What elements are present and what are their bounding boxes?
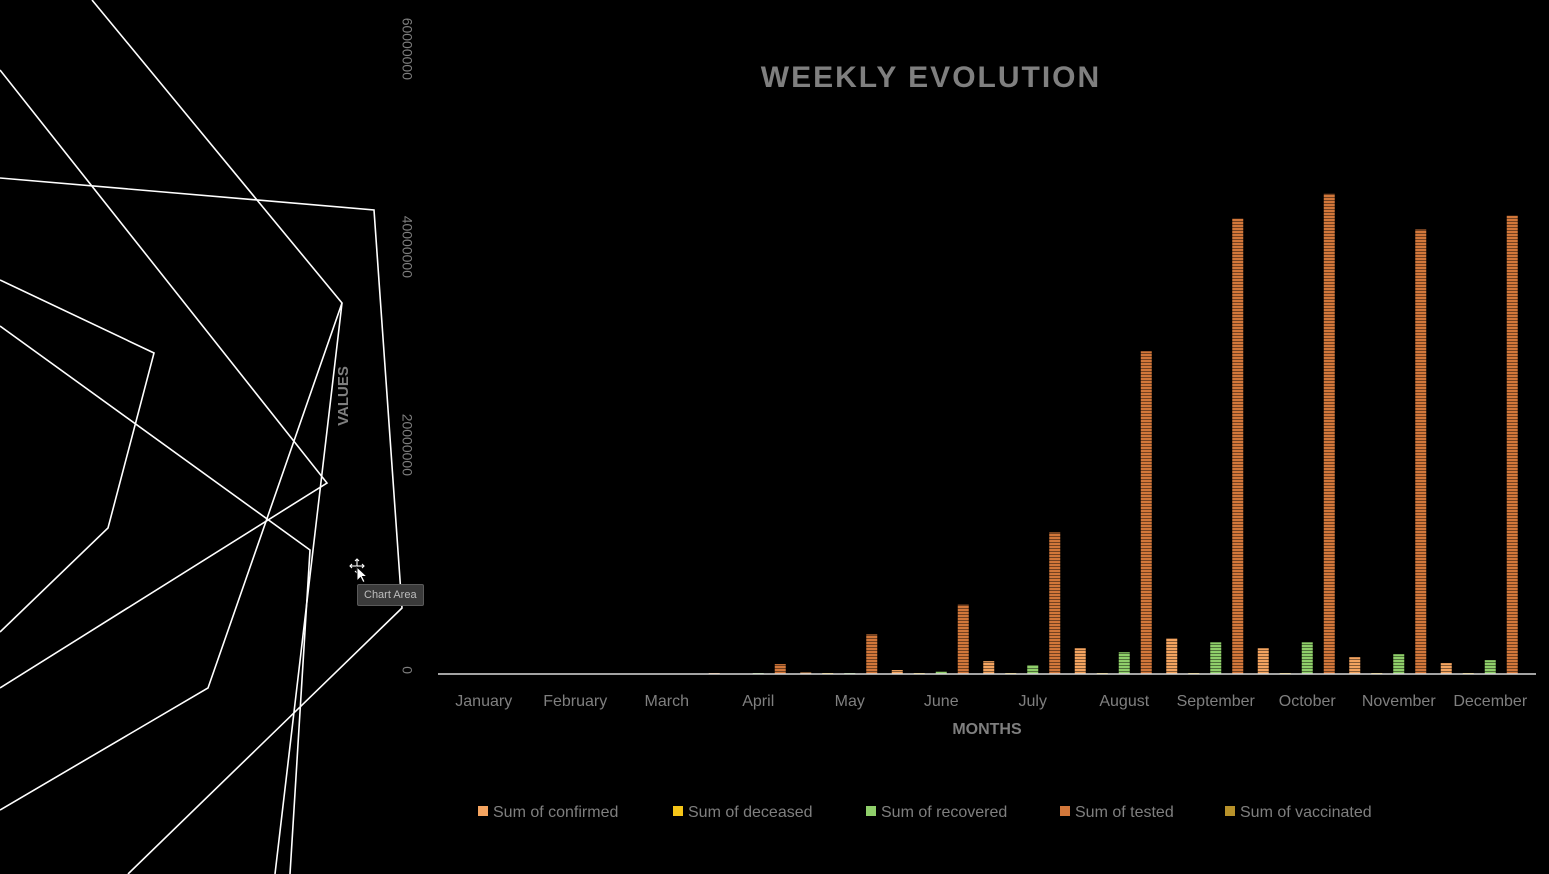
x-tick-label: January xyxy=(455,693,512,710)
legend-item[interactable]: Sum of recovered xyxy=(866,804,1007,821)
legend[interactable]: Sum of confirmed Sum of deceased Sum of re… xyxy=(478,804,1372,821)
x-tick-label: June xyxy=(924,693,959,710)
bar-sum-of-recovered[interactable] xyxy=(1118,652,1130,674)
bar-sum-of-tested[interactable] xyxy=(774,664,786,674)
legend-item[interactable]: Sum of vaccinated xyxy=(1225,804,1372,821)
bar-sum-of-recovered[interactable] xyxy=(935,671,947,674)
legend-item[interactable]: Sum of tested xyxy=(1060,804,1174,821)
legend-item[interactable]: Sum of deceased xyxy=(673,804,813,821)
bars xyxy=(708,193,1518,675)
x-tick-label: September xyxy=(1177,693,1256,710)
decorative-line xyxy=(0,279,155,633)
legend-swatch xyxy=(1060,806,1070,816)
bar-sum-of-confirmed[interactable] xyxy=(1440,663,1452,674)
y-axis-label: VALUES xyxy=(335,366,352,426)
bar-sum-of-recovered[interactable] xyxy=(1210,642,1222,674)
bar-sum-of-tested[interactable] xyxy=(1049,532,1061,674)
legend-swatch xyxy=(1225,806,1235,816)
decorative-line xyxy=(0,302,343,811)
bar-sum-of-tested[interactable] xyxy=(866,634,878,674)
chart-area-tooltip: Chart Area xyxy=(357,584,424,606)
legend-swatch xyxy=(478,806,488,816)
bar-sum-of-confirmed[interactable] xyxy=(1166,638,1178,674)
bar-sum-of-confirmed[interactable] xyxy=(1074,648,1086,674)
legend-item[interactable]: Sum of confirmed xyxy=(478,804,618,821)
bar-sum-of-recovered[interactable] xyxy=(1393,654,1405,674)
bar-sum-of-tested[interactable] xyxy=(1140,351,1152,674)
bar-sum-of-tested[interactable] xyxy=(1323,193,1335,674)
chart-title: WEEKLY EVOLUTION xyxy=(761,61,1101,94)
decorative-line xyxy=(0,177,403,874)
bar-sum-of-tested[interactable] xyxy=(1232,218,1244,674)
bar-sum-of-tested[interactable] xyxy=(957,604,969,674)
y-tick-label: 60000000 xyxy=(399,18,415,81)
y-tick-label: 40000000 xyxy=(399,216,415,279)
bar-sum-of-confirmed[interactable] xyxy=(1349,657,1361,674)
legend-label: Sum of vaccinated xyxy=(1240,804,1372,821)
x-axis-ticks: January February March April May June July Augu… xyxy=(455,693,1528,710)
x-tick-label: December xyxy=(1453,693,1527,710)
x-tick-label: November xyxy=(1362,693,1436,710)
bar-sum-of-recovered[interactable] xyxy=(1301,642,1313,674)
legend-label: Sum of tested xyxy=(1075,804,1174,821)
legend-swatch xyxy=(673,806,683,816)
bar-sum-of-confirmed[interactable] xyxy=(1257,648,1269,674)
y-tick-label: 20000000 xyxy=(399,414,415,477)
y-tick-label: 0 xyxy=(399,666,415,674)
x-tick-label: August xyxy=(1099,693,1149,710)
bar-sum-of-confirmed[interactable] xyxy=(891,670,903,674)
x-tick-label: May xyxy=(835,693,865,710)
bar-sum-of-tested[interactable] xyxy=(1506,215,1518,674)
move-cursor-icon xyxy=(349,558,369,583)
bar-sum-of-tested[interactable] xyxy=(1415,229,1427,675)
legend-label: Sum of confirmed xyxy=(493,804,618,821)
bar-sum-of-recovered[interactable] xyxy=(1484,660,1496,674)
x-tick-label: April xyxy=(742,693,774,710)
decorative-line xyxy=(0,69,329,689)
bar-sum-of-confirmed[interactable] xyxy=(983,661,995,674)
y-axis-ticks: 0 20000000 40000000 60000000 xyxy=(399,18,415,675)
decorative-line xyxy=(0,325,311,874)
x-tick-label: July xyxy=(1019,693,1047,710)
x-axis-label: MONTHS xyxy=(952,721,1022,738)
legend-label: Sum of recovered xyxy=(881,804,1007,821)
legend-swatch xyxy=(866,806,876,816)
x-tick-label: October xyxy=(1279,693,1337,710)
bar-sum-of-recovered[interactable] xyxy=(1027,665,1039,674)
x-tick-label: March xyxy=(645,693,689,710)
x-tick-label: February xyxy=(543,693,607,710)
legend-label: Sum of deceased xyxy=(688,804,813,821)
